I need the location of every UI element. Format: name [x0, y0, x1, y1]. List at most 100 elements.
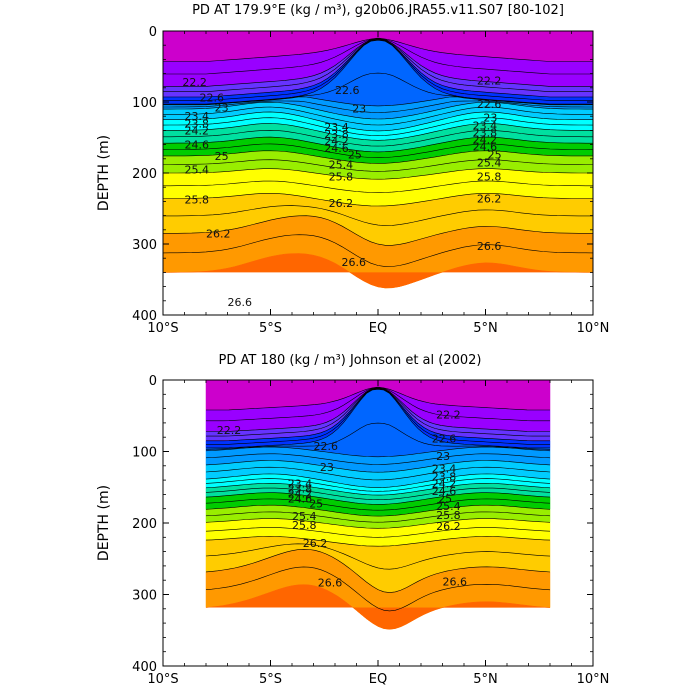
- contour-line: [163, 117, 593, 136]
- x-tick-label: EQ: [369, 321, 387, 336]
- contour-line: [206, 387, 550, 422]
- contour-line: [163, 168, 593, 180]
- x-axis-model: 10°S 5°S EQ 5°N 10°N: [147, 31, 609, 336]
- contour-lines-obs: [205, 386, 551, 612]
- contour-label: 23: [215, 102, 229, 115]
- contour-line: [163, 39, 593, 105]
- contour-labels-model: 22.222.62323.423.824.224.62525.425.826.2…: [182, 75, 501, 310]
- contour-label: 23.4: [288, 478, 313, 491]
- contour-line: [163, 205, 593, 226]
- contour-label: 26.6: [443, 576, 468, 589]
- contour-label: 26.6: [477, 240, 502, 253]
- x-tick-label: 10°N: [577, 672, 610, 687]
- plot-area-model: [163, 31, 593, 289]
- contour-label: 23.4: [185, 110, 210, 123]
- contour-label: 25.8: [329, 171, 354, 184]
- contour-label: 23.8: [288, 483, 313, 496]
- contour-line: [163, 100, 593, 113]
- x-axis-obs: 10°S 5°S EQ 5°N 10°N: [147, 380, 609, 687]
- y-tick-label: 300: [132, 238, 157, 253]
- contour-line: [163, 96, 593, 107]
- x-tick-label: 5°N: [473, 321, 498, 336]
- contour-line: [163, 150, 593, 164]
- contour-line: [163, 123, 593, 141]
- contour-label: 26.2: [329, 197, 354, 210]
- contour-label: 22.6: [335, 84, 360, 97]
- contour-label: 26.6: [228, 296, 253, 309]
- contour-line: [205, 498, 551, 511]
- y-tick-label: 100: [132, 446, 157, 461]
- contour-label: 23: [436, 450, 450, 463]
- contour-label: 24.2: [432, 478, 457, 491]
- contour-line: [205, 492, 551, 505]
- contour-label: 25.8: [185, 193, 210, 206]
- contour-label: 25.8: [292, 519, 317, 532]
- contour-label: 25.8: [436, 509, 461, 522]
- contour-line: [205, 483, 551, 496]
- contour-line: [163, 159, 593, 172]
- contour-label: 24.6: [288, 493, 313, 506]
- contour-label: 23: [483, 112, 497, 125]
- contour-label: 25.4: [185, 163, 210, 176]
- y-axis-label-obs: DEPTH (m): [96, 485, 112, 561]
- y-tick-label: 300: [132, 589, 157, 604]
- contour-line: [205, 518, 551, 529]
- contour-label: 24.6: [324, 142, 349, 155]
- y-axis-obs: 0 100 200 300 400: [132, 374, 593, 675]
- y-tick-label: 200: [132, 517, 157, 532]
- density-band: [205, 584, 551, 630]
- contour-line: [163, 38, 593, 87]
- contour-label: 25: [488, 149, 502, 162]
- contour-label: 26.6: [318, 576, 343, 589]
- chart-title-model: PD AT 179.9°E (kg / m³), g20b06.JRA55.v1…: [192, 3, 564, 18]
- contour-line: [163, 101, 593, 120]
- contour-line: [205, 548, 551, 593]
- contour-label: 23.8: [324, 128, 349, 141]
- contour-line: [163, 129, 593, 147]
- panel-model: PD AT 179.9°E (kg / m³), g20b06.JRA55.v1…: [96, 3, 609, 336]
- x-tick-label: 10°S: [147, 321, 178, 336]
- contour-line: [206, 388, 550, 445]
- contour-label: 23: [320, 461, 334, 474]
- contour-label: 26.2: [477, 193, 502, 206]
- contour-label: 23: [352, 102, 366, 115]
- plot-area-obs: [205, 380, 551, 630]
- contour-label: 24.2: [185, 124, 210, 137]
- contour-label: 24.6: [185, 139, 210, 152]
- contour-label: 24.6: [473, 141, 498, 154]
- y-tick-label: 200: [132, 167, 157, 182]
- contour-label: 23.8: [432, 471, 457, 484]
- contour-line: [163, 180, 593, 193]
- contour-label: 24.6: [432, 485, 457, 498]
- contour-label: 23.4: [432, 463, 457, 476]
- contour-line: [205, 504, 551, 517]
- y-axis-model: 0 100 200 300 400: [132, 25, 593, 324]
- contour-label: 25.8: [477, 171, 502, 184]
- contour-line: [205, 453, 551, 465]
- contour-line: [205, 527, 551, 538]
- contour-label: 25.4: [436, 500, 461, 513]
- y-tick-label: 0: [149, 25, 157, 40]
- contour-label: 26.2: [303, 537, 328, 550]
- contour-label: 22.6: [314, 440, 339, 453]
- x-tick-label: EQ: [369, 672, 387, 687]
- panel-obs: PD AT 180 (kg / m³) Johnson et al (2002)…: [96, 353, 609, 687]
- contour-label: 25.4: [292, 510, 317, 523]
- contour-line: [205, 473, 551, 488]
- contour-lines-model: [163, 37, 593, 267]
- contour-label: 22.6: [432, 433, 457, 446]
- y-tick-label: 0: [149, 374, 157, 389]
- contour-label: 24.2: [288, 488, 313, 501]
- contour-line: [205, 536, 551, 547]
- contour-line: [163, 39, 593, 98]
- y-axis-label-model: DEPTH (m): [96, 135, 112, 211]
- contour-line: [163, 234, 593, 267]
- contour-line: [206, 386, 550, 411]
- contour-line: [163, 193, 593, 207]
- contour-label: 25: [215, 150, 229, 163]
- contour-line: [206, 388, 550, 449]
- contour-line: [163, 215, 593, 246]
- x-tick-label: 5°N: [473, 672, 498, 687]
- contour-line: [205, 466, 551, 481]
- contour-label: 22.6: [200, 92, 225, 105]
